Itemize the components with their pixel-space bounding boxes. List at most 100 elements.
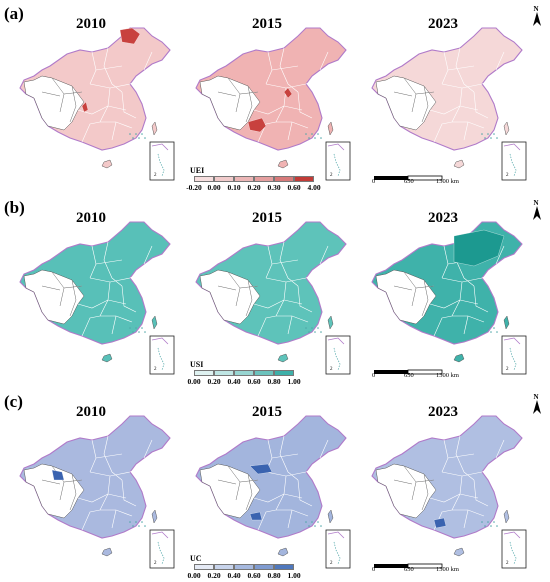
legend-tick: 0.80 xyxy=(267,571,281,580)
legend-tick: 0.60 xyxy=(287,183,301,192)
high-value-region xyxy=(249,511,263,521)
island-dot xyxy=(305,133,307,135)
island-dot xyxy=(487,521,489,523)
region-boundary-dark xyxy=(63,285,83,289)
island-dot xyxy=(308,137,310,139)
region-boundary xyxy=(455,453,475,481)
legend-swatch xyxy=(274,370,294,376)
region-boundary xyxy=(455,65,475,93)
region-boundary xyxy=(429,299,461,309)
island-dot xyxy=(138,137,140,139)
hainan-island xyxy=(101,353,113,363)
island-dot xyxy=(320,331,322,333)
scale-bar-tick: 0 xyxy=(372,178,376,185)
year-title-2015: 2015 xyxy=(252,16,282,32)
no-data-region xyxy=(375,269,437,325)
region-boundary xyxy=(447,453,475,459)
china-map: 2 xyxy=(19,415,175,569)
legend-swatch xyxy=(194,370,214,376)
island-dot xyxy=(135,521,137,523)
legend-swatch xyxy=(194,564,214,570)
island-dot xyxy=(311,133,313,135)
region-boundary xyxy=(279,65,299,93)
region-boundary xyxy=(287,315,293,335)
region-boundary xyxy=(319,245,329,265)
island-dot xyxy=(129,521,131,523)
region-boundary-dark xyxy=(393,91,413,97)
inset-label: 2 xyxy=(154,173,157,178)
island-dot xyxy=(490,525,492,527)
taiwan-island xyxy=(327,509,334,524)
year-title-2015: 2015 xyxy=(252,210,282,226)
region-boundary xyxy=(429,105,461,115)
region-boundary xyxy=(455,259,475,287)
region-boundary-dark xyxy=(41,91,61,97)
region-boundary xyxy=(95,453,123,459)
region-boundary xyxy=(143,51,153,71)
island-dot xyxy=(308,525,310,527)
region-boundary-dark xyxy=(69,279,77,317)
region-boundary xyxy=(459,299,479,305)
region-boundary-dark xyxy=(393,285,413,291)
legend-swatch xyxy=(234,370,254,376)
region-boundary-dark xyxy=(63,91,83,95)
south-china-sea-inset: 2 xyxy=(501,335,527,375)
legend-tick: 1.00 xyxy=(287,571,301,580)
region-boundary xyxy=(455,47,461,67)
legend-swatch xyxy=(254,176,274,182)
china-map: 2 xyxy=(19,27,175,181)
island-dot xyxy=(305,327,307,329)
legend-tick: 0.00 xyxy=(187,377,201,386)
region-boundary xyxy=(81,509,101,531)
region-boundary xyxy=(253,493,285,503)
china-map: 2 xyxy=(371,27,527,181)
no-data-region xyxy=(375,75,437,131)
region-boundary-dark xyxy=(63,479,83,483)
no-data-region xyxy=(23,75,85,131)
legend-title: UC xyxy=(190,554,202,563)
inset-label: 2 xyxy=(506,561,509,566)
region-boundary xyxy=(257,509,277,531)
island-dot xyxy=(487,133,489,135)
region-boundary xyxy=(271,453,299,459)
high-value-region xyxy=(247,117,267,133)
region-boundary xyxy=(459,105,479,111)
region-boundary xyxy=(121,285,137,313)
region-boundary xyxy=(287,509,293,529)
map-b-2023: 2 xyxy=(364,216,529,376)
region-boundary-dark xyxy=(239,285,259,289)
region-boundary xyxy=(81,121,101,143)
legend-swatch xyxy=(254,564,274,570)
year-title-2015: 2015 xyxy=(252,404,282,420)
island-dot xyxy=(132,331,134,333)
region-boundary xyxy=(297,91,313,119)
region-boundary xyxy=(305,77,319,85)
china-map: 2 xyxy=(371,221,527,375)
region-boundary xyxy=(81,315,101,337)
island-dot xyxy=(141,133,143,135)
region-boundary xyxy=(95,65,123,71)
region-boundary xyxy=(111,509,117,529)
north-label: N xyxy=(534,393,539,401)
region-boundary xyxy=(481,271,495,279)
south-china-sea-inset: 2 xyxy=(501,141,527,181)
china-map: 2 xyxy=(195,415,351,569)
region-boundary xyxy=(95,259,123,265)
high-value-region xyxy=(81,101,89,113)
legend-tick: 4.00 xyxy=(307,183,321,192)
no-data-region xyxy=(199,75,261,131)
map-a-2010: 2 xyxy=(12,22,177,182)
island-dot xyxy=(493,521,495,523)
panel-row-3: (c) 2010 2 2015 2 2023 2 N UC 0.00 0.20 0.40 0.60 0.8… xyxy=(0,388,550,582)
taiwan-island xyxy=(503,121,510,136)
south-china-sea-inset: 2 xyxy=(325,141,351,181)
island-dot xyxy=(481,133,483,135)
legend: UEI -0.20 0.00 0.10 0.20 0.30 0.60 4.00 xyxy=(186,166,338,192)
map-b-2015: 2 xyxy=(188,216,353,376)
region-boundary xyxy=(121,91,137,119)
no-data-region xyxy=(23,463,85,519)
region-boundary-dark xyxy=(217,479,237,485)
region-boundary xyxy=(103,259,123,287)
inset-label: 2 xyxy=(154,367,157,372)
island-dot xyxy=(138,331,140,333)
